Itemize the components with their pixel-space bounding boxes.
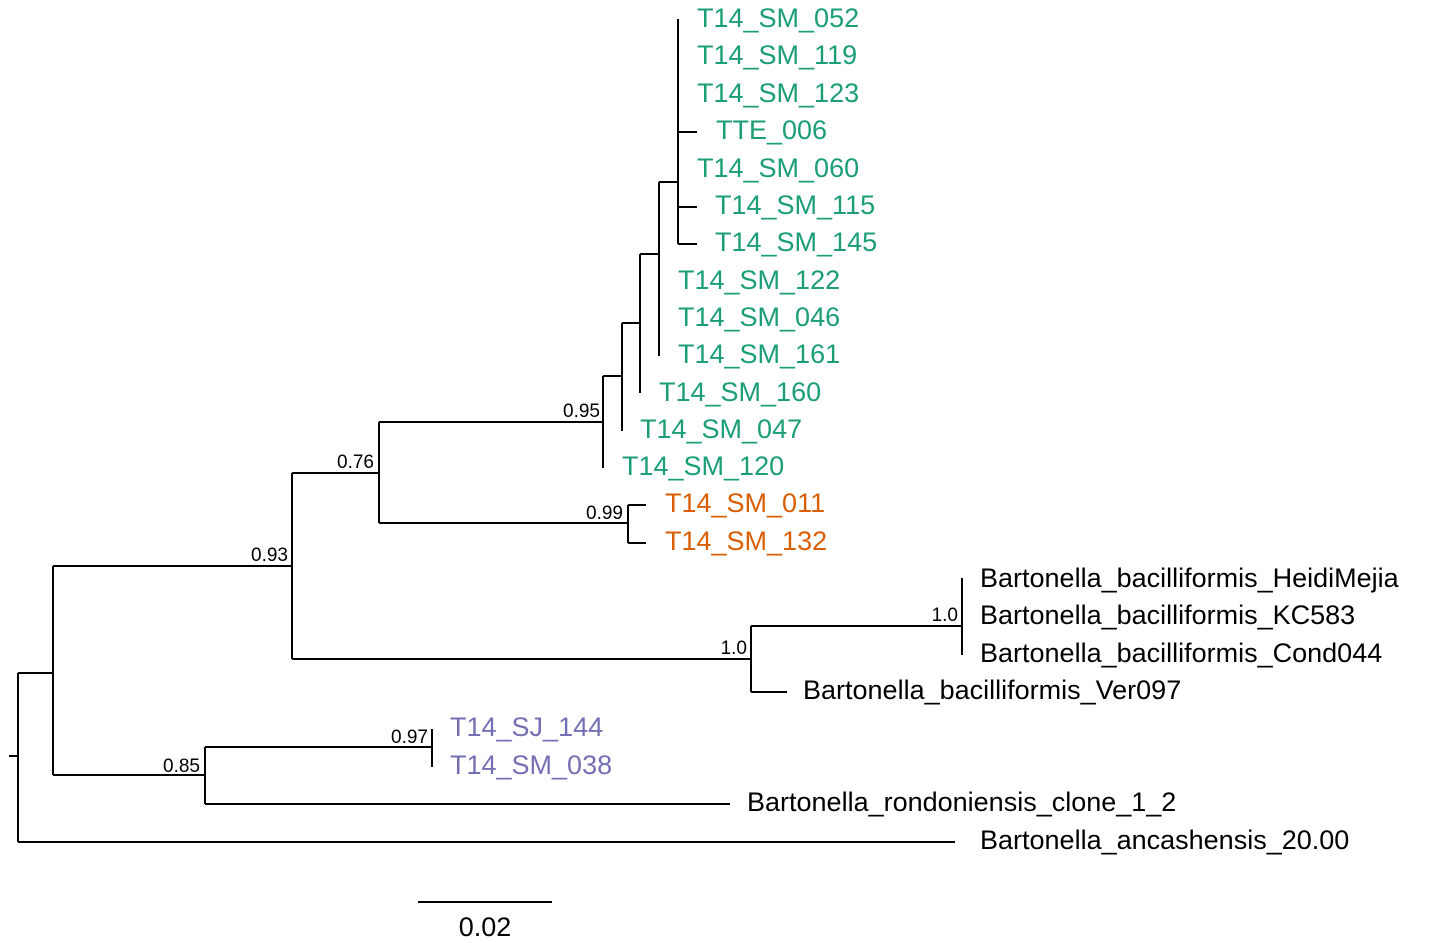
tip-label: T14_SM_011 bbox=[665, 488, 825, 518]
support-values: 0.95 0.76 0.99 0.93 1.0 1.0 0.97 0.85 bbox=[163, 401, 958, 777]
support-value: 0.93 bbox=[251, 545, 288, 566]
support-value: 0.85 bbox=[163, 756, 200, 777]
tip-label: Bartonella_bacilliformis_Ver097 bbox=[803, 675, 1181, 705]
tip-label: T14_SM_119 bbox=[697, 40, 857, 70]
tip-label: T14_SM_046 bbox=[678, 302, 840, 332]
scale-bar-label: 0.02 bbox=[459, 912, 512, 942]
tip-labels: T14_SM_052 T14_SM_119 T14_SM_123 TTE_006… bbox=[450, 3, 1400, 855]
tip-label: T14_SM_145 bbox=[715, 227, 877, 257]
tip-label: T14_SM_120 bbox=[622, 451, 784, 481]
tip-label: T14_SJ_144 bbox=[450, 712, 603, 742]
tip-label: T14_SM_161 bbox=[678, 339, 840, 369]
support-value: 1.0 bbox=[932, 605, 958, 626]
support-value: 0.76 bbox=[337, 452, 374, 473]
tip-label: Bartonella_rondoniensis_clone_1_2 bbox=[747, 787, 1176, 817]
tip-label: T14_SM_115 bbox=[715, 190, 875, 220]
support-value: 0.99 bbox=[586, 503, 623, 524]
support-value: 0.97 bbox=[391, 727, 428, 748]
tree-branches bbox=[9, 19, 963, 843]
tip-label: Bartonella_bacilliformis_HeidiMejia bbox=[980, 563, 1400, 593]
tip-label: T14_SM_132 bbox=[665, 526, 827, 556]
tip-label: Bartonella_bacilliformis_KC583 bbox=[980, 600, 1355, 630]
support-value: 1.0 bbox=[721, 638, 747, 659]
tip-label: T14_SM_122 bbox=[678, 265, 840, 295]
tip-label: Bartonella_ancashensis_20.00 bbox=[980, 825, 1349, 855]
tip-label: T14_SM_052 bbox=[697, 3, 859, 33]
tip-label: T14_SM_038 bbox=[450, 750, 612, 780]
tip-label: T14_SM_160 bbox=[659, 377, 821, 407]
scale-bar: 0.02 bbox=[418, 901, 552, 942]
tip-label: T14_SM_060 bbox=[697, 153, 859, 183]
tip-label: T14_SM_123 bbox=[697, 78, 859, 108]
tip-label: TTE_006 bbox=[716, 115, 827, 145]
tip-label: T14_SM_047 bbox=[640, 414, 802, 444]
tip-label: Bartonella_bacilliformis_Cond044 bbox=[980, 638, 1382, 668]
support-value: 0.95 bbox=[563, 401, 600, 422]
